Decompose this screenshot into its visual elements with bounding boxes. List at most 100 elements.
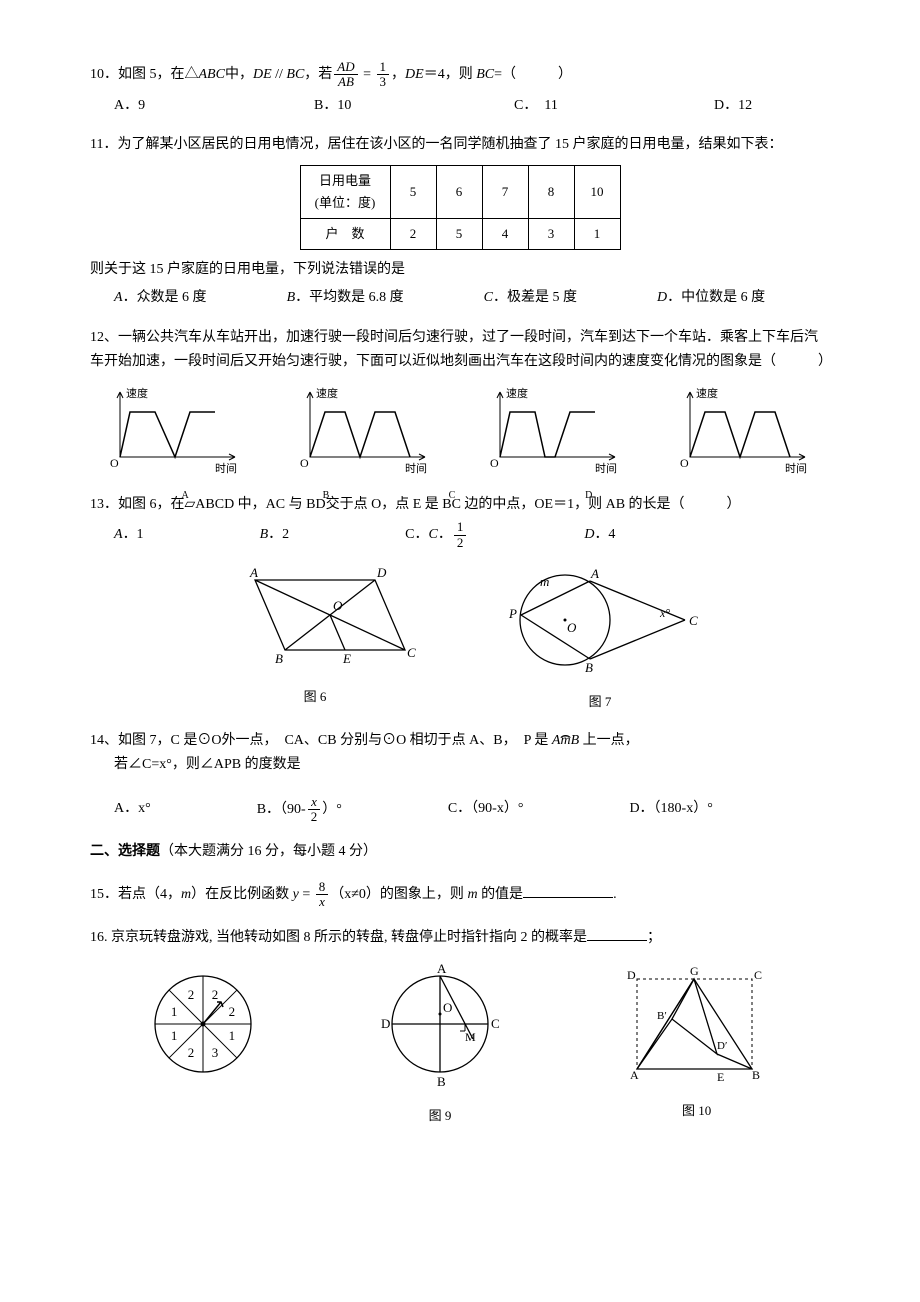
svg-text:A: A <box>249 565 258 580</box>
svg-text:B′: B′ <box>657 1010 667 1022</box>
q11-after: 则关于这 15 户家庭的日用电量，下列说法错误的是 <box>90 258 830 282</box>
figure-8: 22132112 <box>138 959 268 1127</box>
q10-opt-d: D．12 <box>714 94 774 118</box>
svg-text:C: C <box>754 968 762 982</box>
figure-10: A B C D G E D′ B′ 图 10 <box>612 959 782 1127</box>
fig9-svg: A B C D O M <box>365 959 515 1094</box>
q12-charts: 速度时间O速度时间O速度时间O速度时间O <box>90 382 830 477</box>
svg-text:O: O <box>443 1000 452 1015</box>
svg-text:C: C <box>689 613 698 628</box>
q11-opt-a: A．A．众数是 6 度众数是 6 度 <box>114 286 207 310</box>
bottom-figures: 22132112 A B C D O M 图 9 <box>90 959 830 1127</box>
svg-text:时间: 时间 <box>785 462 807 475</box>
svg-text:B: B <box>585 660 593 675</box>
table-header: 户 数 <box>300 219 390 250</box>
q11-options: A．A．众数是 6 度众数是 6 度 B．平均数是 6.8 度 C．极差是 5 … <box>90 286 830 310</box>
svg-text:M: M <box>465 1030 476 1044</box>
table-cell: 2 <box>390 219 436 250</box>
svg-text:速度: 速度 <box>126 386 148 400</box>
table-header: 日用电量 (单位：度) <box>300 166 390 219</box>
svg-text:1: 1 <box>171 1028 178 1043</box>
svg-text:x°: x° <box>659 606 670 620</box>
svg-text:D: D <box>381 1016 390 1031</box>
fig6-label: 图 6 <box>205 686 425 708</box>
q13-options: A．1 B．2 C．C．12 D．4 <box>90 520 830 550</box>
figure-6: A D C B O E 图 6 <box>205 565 425 708</box>
question-15: 15．若点（4，m）在反比例函数 y = 8x（x≠0）的图象上，则 m 的值是… <box>90 880 830 910</box>
fig10-label: 图 10 <box>612 1100 782 1122</box>
table-cell: 7 <box>482 166 528 219</box>
svg-text:C: C <box>407 645 416 660</box>
fig8-svg: 22132112 <box>138 959 268 1089</box>
q11-opt-d: D．中位数是 6 度 <box>657 286 765 310</box>
q13-opt-b: B．2 <box>260 523 290 547</box>
svg-text:2: 2 <box>212 987 219 1002</box>
svg-text:m: m <box>540 574 549 589</box>
svg-text:3: 3 <box>212 1045 219 1060</box>
q10-text: 10．如图 5，在△ABC中，DE // BC，若ADAB = 13，DE＝4，… <box>90 60 572 90</box>
fig6-svg: A D C B O E <box>205 565 425 675</box>
question-14: 14、如图 7，C 是⊙O外一点， CA、CB 分别与⊙O 相切于点 A、B， … <box>90 729 830 824</box>
svg-text:1: 1 <box>229 1028 236 1043</box>
table-cell: 4 <box>482 219 528 250</box>
q12-text: 12、一辆公共汽车从车站开出，加速行驶一段时间后匀速行驶，过了一段时间，汽车到达… <box>90 326 830 374</box>
q13-q14-figures: A D C B O E 图 6 A B C P O m <box>90 560 830 713</box>
svg-text:O: O <box>567 620 577 635</box>
q16-blank <box>587 927 647 941</box>
q14-opt-c: C．（90-x）° <box>448 797 524 821</box>
svg-text:速度: 速度 <box>316 386 338 400</box>
svg-text:P: P <box>508 606 517 621</box>
q10-opt-a: A．9 <box>114 94 258 118</box>
q11-table: 日用电量 (单位：度) 5 6 7 8 10 户 数 2 5 4 3 1 <box>300 165 621 250</box>
svg-text:G: G <box>690 964 699 978</box>
table-cell: 10 <box>574 166 620 219</box>
svg-text:B: B <box>275 651 283 666</box>
table-cell: 8 <box>528 166 574 219</box>
q10-options: A．9 B．10 C． 11 D．12 <box>90 94 830 118</box>
svg-text:1: 1 <box>171 1004 178 1019</box>
figure-9: A B C D O M 图 9 <box>365 959 515 1127</box>
svg-text:2: 2 <box>188 987 195 1002</box>
svg-text:O: O <box>333 598 343 613</box>
svg-text:速度: 速度 <box>696 386 718 400</box>
q11-text: 11．为了解某小区居民的日用电情况，居住在该小区的一名同学随机抽查了 15 户家… <box>90 133 830 157</box>
svg-text:2: 2 <box>229 1004 236 1019</box>
q14-text: 14、如图 7，C 是⊙O外一点， CA、CB 分别与⊙O 相切于点 A、B， … <box>90 729 830 753</box>
q14-opt-a: A．x° <box>114 797 151 821</box>
svg-text:C: C <box>491 1016 500 1031</box>
question-16: 16. 京京玩转盘游戏, 当他转动如图 8 所示的转盘, 转盘停止时指针指向 2… <box>90 926 830 1128</box>
q13-text: 13．如图 6，在A▱ABCD 中，AC 与 BDB交于点 O，点 E 是 BC… <box>90 493 830 517</box>
svg-text:O: O <box>300 456 309 470</box>
svg-text:A: A <box>630 1068 639 1082</box>
section-title: 二、选择题 <box>90 844 160 859</box>
figure-7: A B C P O m x° 图 7 <box>485 560 715 713</box>
q13-opt-a: A．1 <box>114 523 144 547</box>
fig10-svg: A B C D G E D′ B′ <box>612 959 782 1089</box>
q14-line2: 若∠C=x°，则∠APB 的度数是 <box>90 753 830 777</box>
table-cell: 3 <box>528 219 574 250</box>
svg-text:D: D <box>376 565 387 580</box>
q13-opt-c: C．C．12 <box>405 520 468 550</box>
fig7-label: 图 7 <box>485 691 715 713</box>
question-11: 11．为了解某小区居民的日用电情况，居住在该小区的一名同学随机抽查了 15 户家… <box>90 133 830 310</box>
question-12: 12、一辆公共汽车从车站开出，加速行驶一段时间后匀速行驶，过了一段时间，汽车到达… <box>90 326 830 477</box>
table-row: 日用电量 (单位：度) 5 6 7 8 10 <box>300 166 620 219</box>
question-10: 10．如图 5，在△ABC中，DE // BC，若ADAB = 13，DE＝4，… <box>90 60 830 117</box>
q14-options: A．x° B．（90-x2）° C．（90-x）° D．（180-x）° <box>90 795 830 825</box>
q14-opt-d: D．（180-x）° <box>629 797 712 821</box>
q11-opt-b: B．平均数是 6.8 度 <box>287 286 404 310</box>
q10-opt-c: C． 11 <box>514 94 658 118</box>
svg-text:速度: 速度 <box>506 386 528 400</box>
table-cell: 5 <box>436 219 482 250</box>
question-13: 13．如图 6，在A▱ABCD 中，AC 与 BDB交于点 O，点 E 是 BC… <box>90 493 830 713</box>
svg-text:B: B <box>437 1074 446 1089</box>
q10-opt-b: B．10 <box>314 94 458 118</box>
q11-opt-c: C．极差是 5 度 <box>484 286 577 310</box>
svg-text:2: 2 <box>188 1045 195 1060</box>
fig9-label: 图 9 <box>365 1105 515 1127</box>
svg-text:E: E <box>717 1070 724 1084</box>
svg-text:O: O <box>110 456 119 470</box>
section-note: （本大题满分 16 分，每小题 4 分） <box>160 844 377 859</box>
svg-text:B: B <box>752 1068 760 1082</box>
fig7-svg: A B C P O m x° <box>485 560 715 680</box>
